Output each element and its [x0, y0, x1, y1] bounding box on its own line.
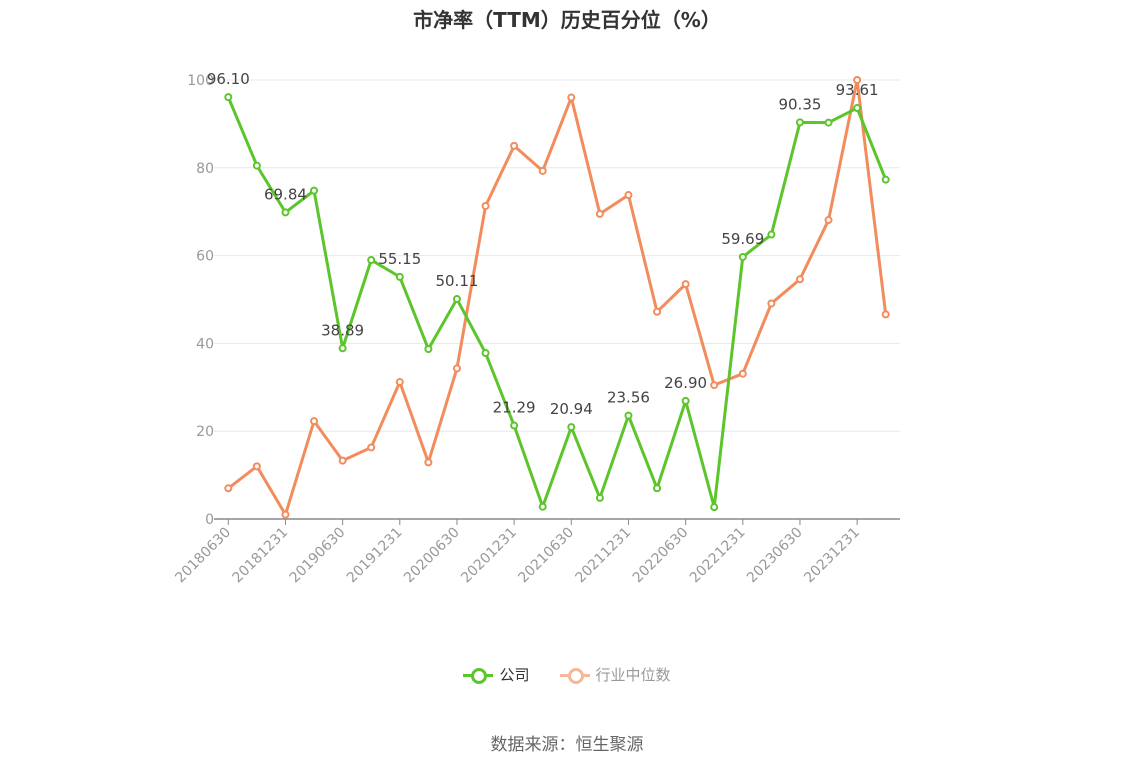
- data-label: 96.10: [207, 70, 250, 88]
- point-industry: [595, 209, 604, 218]
- x-tick-label: 20191231: [344, 525, 406, 587]
- x-tick-label: 20181231: [230, 525, 292, 587]
- point-company: [853, 104, 862, 113]
- series-line-industry: [227, 78, 888, 517]
- legend-item-industry[interactable]: 行业中位数: [559, 664, 671, 685]
- point-company: [653, 484, 662, 493]
- point-company: [567, 423, 576, 432]
- point-industry: [281, 510, 290, 519]
- point-industry: [424, 458, 433, 467]
- point-industry: [367, 443, 376, 452]
- legend-item-company[interactable]: 公司: [463, 664, 530, 685]
- data-label: 50.11: [435, 272, 478, 290]
- x-tick-label: 20211231: [573, 525, 635, 587]
- x-tick-label: 20180630: [172, 525, 234, 587]
- data-label: 38.89: [321, 321, 364, 339]
- point-industry: [881, 310, 890, 319]
- point-industry: [710, 381, 719, 390]
- point-company: [338, 344, 347, 353]
- point-company: [881, 175, 890, 184]
- point-company: [767, 230, 776, 239]
- point-company: [710, 503, 719, 512]
- point-industry: [653, 307, 662, 316]
- point-company: [824, 118, 833, 127]
- point-company: [681, 396, 690, 405]
- point-industry: [481, 201, 490, 210]
- point-company: [367, 255, 376, 264]
- point-company: [595, 493, 604, 502]
- point-company: [452, 295, 461, 304]
- point-industry: [510, 141, 519, 150]
- y-tick-label: 60: [196, 249, 214, 265]
- data-labels: 96.10 69.84 38.89 55.15 50.11 21.29 20.94 23.56…: [207, 70, 879, 418]
- point-company: [624, 411, 633, 420]
- data-label: 55.15: [378, 250, 421, 268]
- x-tick-label: 20200630: [401, 525, 463, 587]
- point-industry: [853, 76, 862, 84]
- point-company: [424, 345, 433, 354]
- data-label: 59.69: [721, 230, 764, 248]
- point-company: [481, 349, 490, 358]
- data-label: 69.84: [264, 185, 307, 203]
- point-company: [224, 93, 233, 102]
- point-industry: [252, 462, 261, 471]
- point-company: [538, 502, 547, 511]
- y-tick-label: 40: [196, 336, 214, 352]
- point-industry: [738, 369, 747, 378]
- legend-industry-label: 行业中位数: [595, 666, 671, 684]
- point-company: [310, 186, 319, 195]
- source-note: 数据来源：恒生聚源: [490, 735, 644, 755]
- point-company: [252, 161, 261, 170]
- point-industry: [224, 484, 233, 493]
- data-label: 93.61: [836, 81, 879, 99]
- legend-company-label: 公司: [499, 666, 530, 684]
- point-industry: [395, 378, 404, 387]
- point-company: [395, 272, 404, 281]
- x-tick-label: 20190630: [287, 525, 349, 587]
- point-industry: [795, 275, 804, 284]
- point-industry: [624, 191, 633, 200]
- point-industry: [567, 93, 576, 102]
- point-company: [795, 118, 804, 127]
- point-company: [510, 421, 519, 430]
- data-label: 21.29: [493, 399, 536, 417]
- data-label: 26.90: [664, 374, 707, 392]
- point-industry: [310, 417, 319, 426]
- y-tick-label: 100: [187, 73, 214, 89]
- x-tick-label: 20230630: [744, 525, 806, 587]
- point-company: [738, 252, 747, 261]
- y-tick-label: 20: [196, 424, 214, 440]
- data-label: 23.56: [607, 389, 650, 407]
- y-tick-label: 80: [196, 161, 214, 177]
- legend: 公司 行业中位数: [0, 664, 1134, 685]
- series-layer: [224, 76, 890, 519]
- x-tick-label: 20221231: [687, 525, 749, 587]
- chart-title: 市净率（TTM）历史百分位（%）: [413, 8, 721, 32]
- point-industry: [824, 216, 833, 225]
- y-tick-label: 0: [205, 512, 214, 528]
- point-industry: [538, 166, 547, 175]
- x-tick-label: 20231231: [801, 525, 863, 587]
- legend-industry-symbol: [559, 665, 590, 685]
- x-tick-label: 20220630: [630, 525, 692, 587]
- data-label: 90.35: [778, 95, 821, 113]
- point-company: [281, 208, 290, 217]
- point-industry: [681, 280, 690, 289]
- point-industry: [338, 456, 347, 465]
- series-line-company: [226, 96, 888, 509]
- x-tick-label: 20201231: [458, 525, 520, 587]
- point-industry: [767, 299, 776, 308]
- data-label: 20.94: [550, 400, 593, 418]
- point-industry: [452, 364, 461, 373]
- grid-lines: [214, 79, 900, 432]
- line-chart: 0 20 40 60 80 100 2018063020181231201906302019…: [172, 70, 900, 587]
- x-tick-label: 20210630: [515, 525, 577, 587]
- legend-company-symbol: [463, 665, 494, 685]
